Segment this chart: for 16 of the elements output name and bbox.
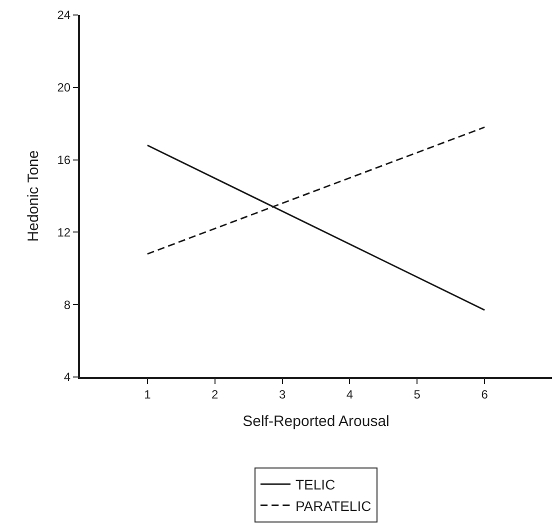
x-axis-title: Self-Reported Arousal [242,412,390,430]
x-tick-label: 1 [144,387,152,402]
x-tick-label: 4 [346,387,354,402]
x-tick-label: 5 [414,387,421,402]
x-tick-label: 3 [278,387,286,402]
legend-label: PARATELIC [296,498,372,514]
y-tick-label: 24 [57,8,71,22]
x-tick-label: 6 [481,387,488,402]
y-axis-title: Hedonic Tone [24,150,42,242]
y-tick-label: 8 [64,298,71,312]
x-tick-label: 2 [212,387,219,402]
legend-label: TELIC [296,476,336,493]
y-tick-label: 20 [57,80,71,95]
y-tick-label: 16 [57,153,71,167]
y-tick-label: 12 [57,225,71,240]
y-tick-label: 4 [64,370,71,384]
